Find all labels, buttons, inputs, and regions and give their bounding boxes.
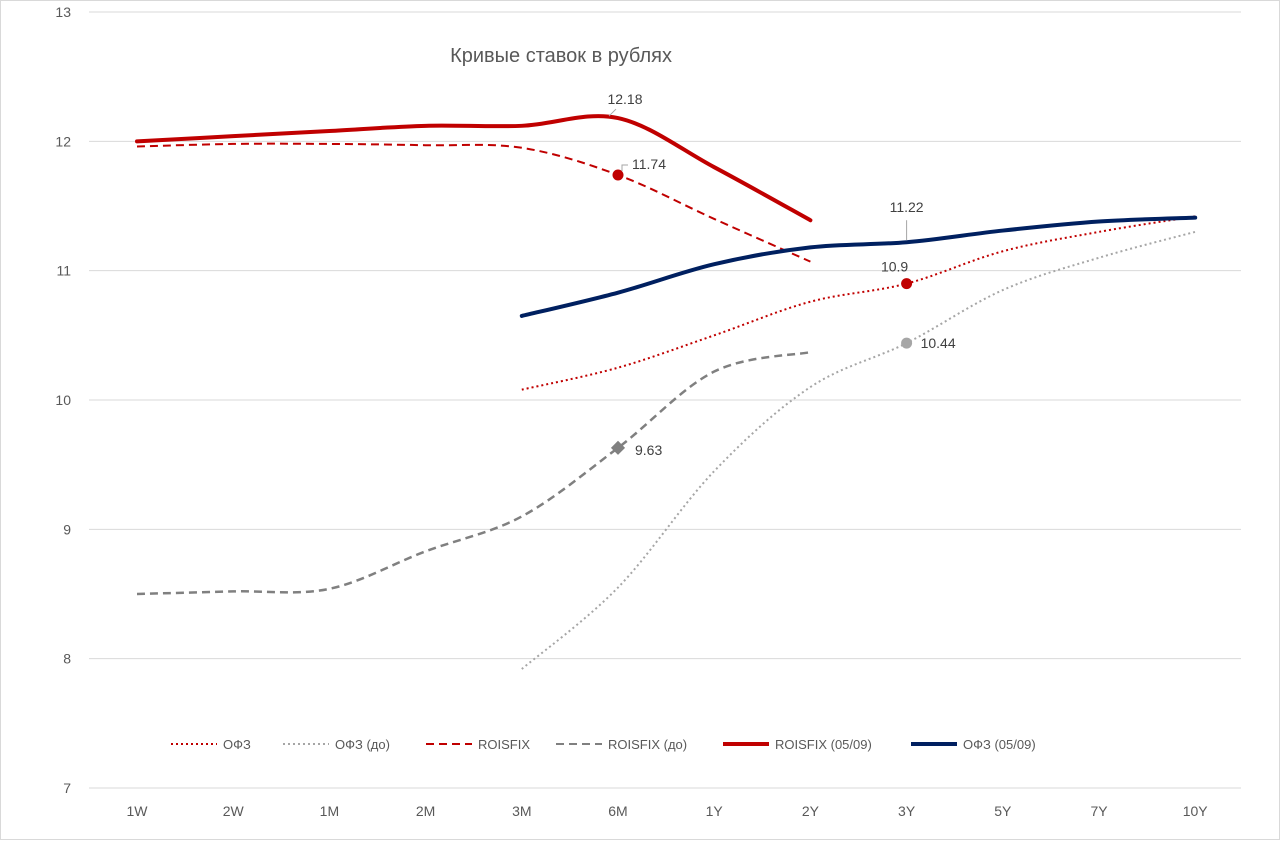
y-tick-label: 10: [55, 392, 71, 408]
y-axis-ticks: 7 8 9 10 11 12 13: [55, 4, 71, 796]
data-label: 10.44: [921, 335, 956, 351]
data-label: 11.22: [890, 199, 924, 215]
label-leader-line: [608, 108, 617, 117]
data-label: 11.74: [632, 156, 666, 172]
legend-label-5: ОФЗ (05/09): [963, 737, 1036, 752]
chart-title: Кривые ставок в рублях: [450, 45, 672, 67]
y-tick-label: 11: [56, 263, 71, 279]
data-marker: [901, 337, 913, 349]
data-label: 12.18: [607, 91, 642, 107]
x-tick-label: 1M: [320, 803, 339, 819]
series-line-1: [521, 230, 1196, 670]
y-tick-label: 7: [63, 780, 71, 796]
series-line-3: [136, 350, 811, 596]
x-tick-label: 6M: [608, 803, 627, 819]
x-tick-label: 5Y: [994, 803, 1012, 819]
legend-label-0: ОФЗ: [223, 737, 251, 752]
x-tick-label: 1W: [127, 803, 149, 819]
legend-label-2: ROISFIX: [478, 737, 530, 752]
data-label: 9.63: [635, 442, 662, 458]
y-tick-label: 8: [63, 651, 71, 667]
data-marker: [612, 169, 624, 181]
y-tick-label: 12: [55, 133, 71, 149]
x-tick-label: 7Y: [1090, 803, 1108, 819]
legend-label-1: ОФЗ (до): [335, 737, 390, 752]
x-tick-label: 2Y: [802, 803, 820, 819]
y-tick-label: 13: [55, 4, 71, 20]
series-line-2: [136, 142, 811, 263]
legend-label-3: ROISFIX (до): [608, 737, 687, 752]
label-leader-line: [621, 164, 628, 171]
data-marker: [610, 440, 626, 455]
series-lines: [135, 114, 1198, 670]
gridlines: [89, 11, 1241, 789]
x-tick-label: 1Y: [706, 803, 724, 819]
x-tick-label: 10Y: [1183, 803, 1209, 819]
x-axis-ticks: 1W 2W 1M 2M 3M 6M 1Y 2Y 3Y 5Y 7Y 10Y: [127, 803, 1209, 819]
data-label: 10.9: [881, 259, 908, 275]
legend: ОФЗ ОФЗ (до) ROISFIX ROISFIX (до) ROISFIX (0…: [171, 737, 1036, 752]
data-marker: [901, 278, 913, 290]
x-tick-label: 3Y: [898, 803, 916, 819]
data-markers: [610, 169, 913, 455]
series-line-4: [135, 114, 813, 223]
x-tick-label: 2M: [416, 803, 435, 819]
data-labels: 12.18 11.74 11.22 10.9 10.44 9.63: [607, 91, 955, 458]
y-tick-label: 9: [63, 521, 71, 537]
legend-label-4: ROISFIX (05/09): [775, 737, 872, 752]
x-tick-label: 3M: [512, 803, 531, 819]
series-line-0: [521, 215, 1196, 391]
x-tick-label: 2W: [223, 803, 245, 819]
series-line-5: [519, 215, 1198, 318]
